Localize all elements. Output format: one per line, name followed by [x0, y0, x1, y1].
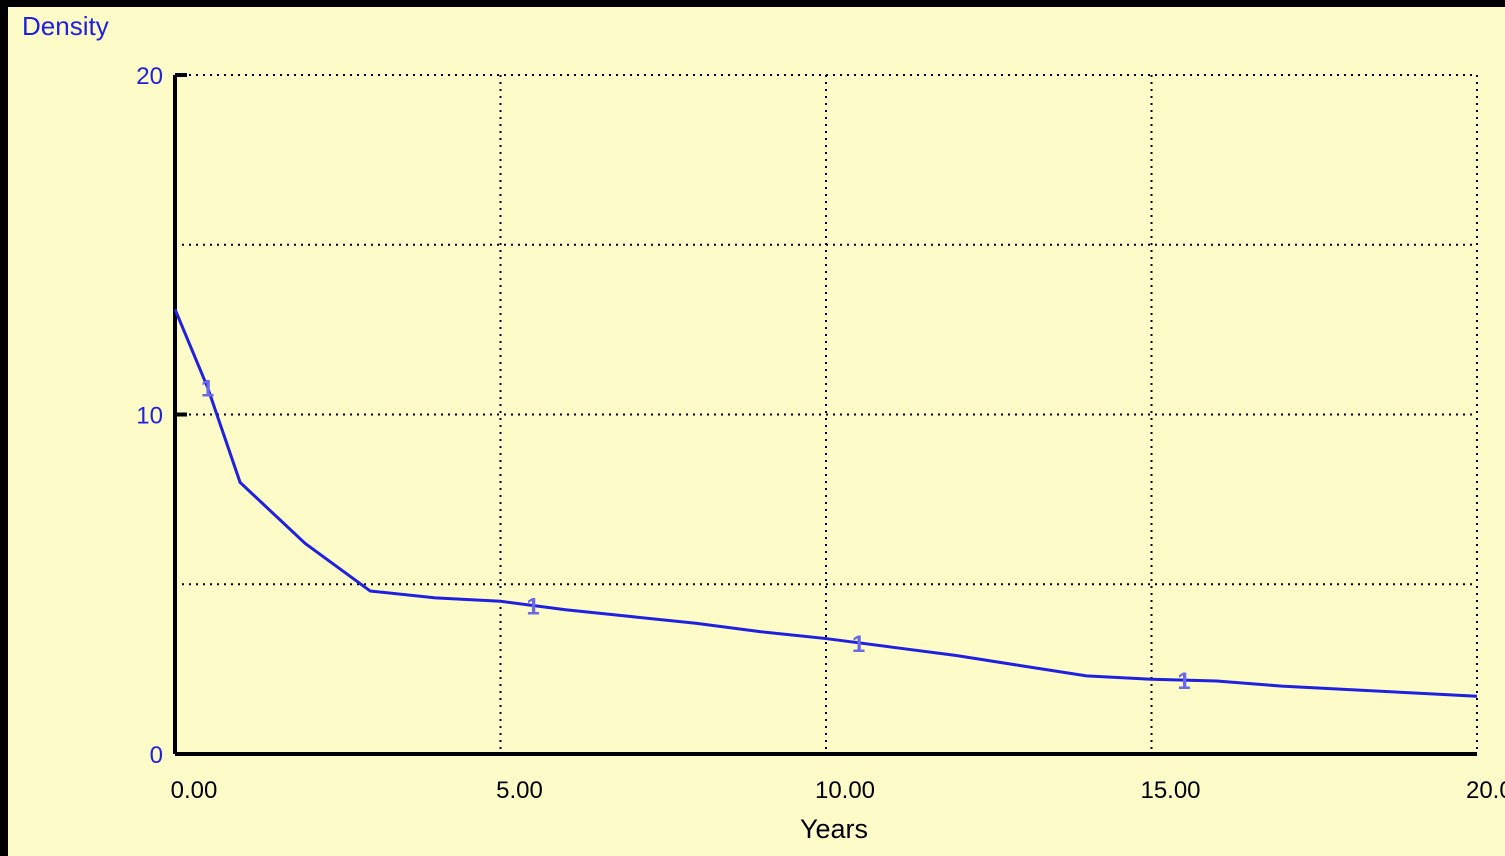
- x-tick-label: 5.00: [496, 777, 543, 804]
- x-tick-label: 15.00: [1140, 777, 1200, 804]
- y-tick-label: 20: [136, 63, 163, 90]
- series-marker-label: 1: [852, 631, 865, 658]
- density-chart: Density Years 0 10 20 0.00 5.00 10.00 15.00 20…: [22, 11, 1505, 844]
- x-axis-label: Years: [800, 814, 868, 844]
- series-marker-label: 1: [1177, 668, 1190, 695]
- y-axis-label: Density: [22, 11, 109, 41]
- series-line: [173, 308, 1478, 698]
- y-tick-labels: 0 10 20: [136, 63, 187, 769]
- grid-lines: [175, 74, 1478, 754]
- x-tick-label: 0.00: [171, 777, 218, 804]
- y-tick-label: 10: [136, 403, 163, 430]
- series-group: 1 1 1 1: [173, 308, 1478, 698]
- chart-panel: Density Years 0 10 20 0.00 5.00 10.00 15.00 20…: [8, 7, 1505, 856]
- x-tick-labels: 0.00 5.00 10.00 15.00 20.00: [171, 777, 1505, 804]
- y-tick-label: 0: [150, 742, 163, 769]
- x-tick-label: 20.00: [1466, 777, 1505, 804]
- series-marker-label: 1: [201, 375, 214, 402]
- x-tick-label: 10.00: [815, 777, 875, 804]
- series-marker-label: 1: [526, 593, 539, 620]
